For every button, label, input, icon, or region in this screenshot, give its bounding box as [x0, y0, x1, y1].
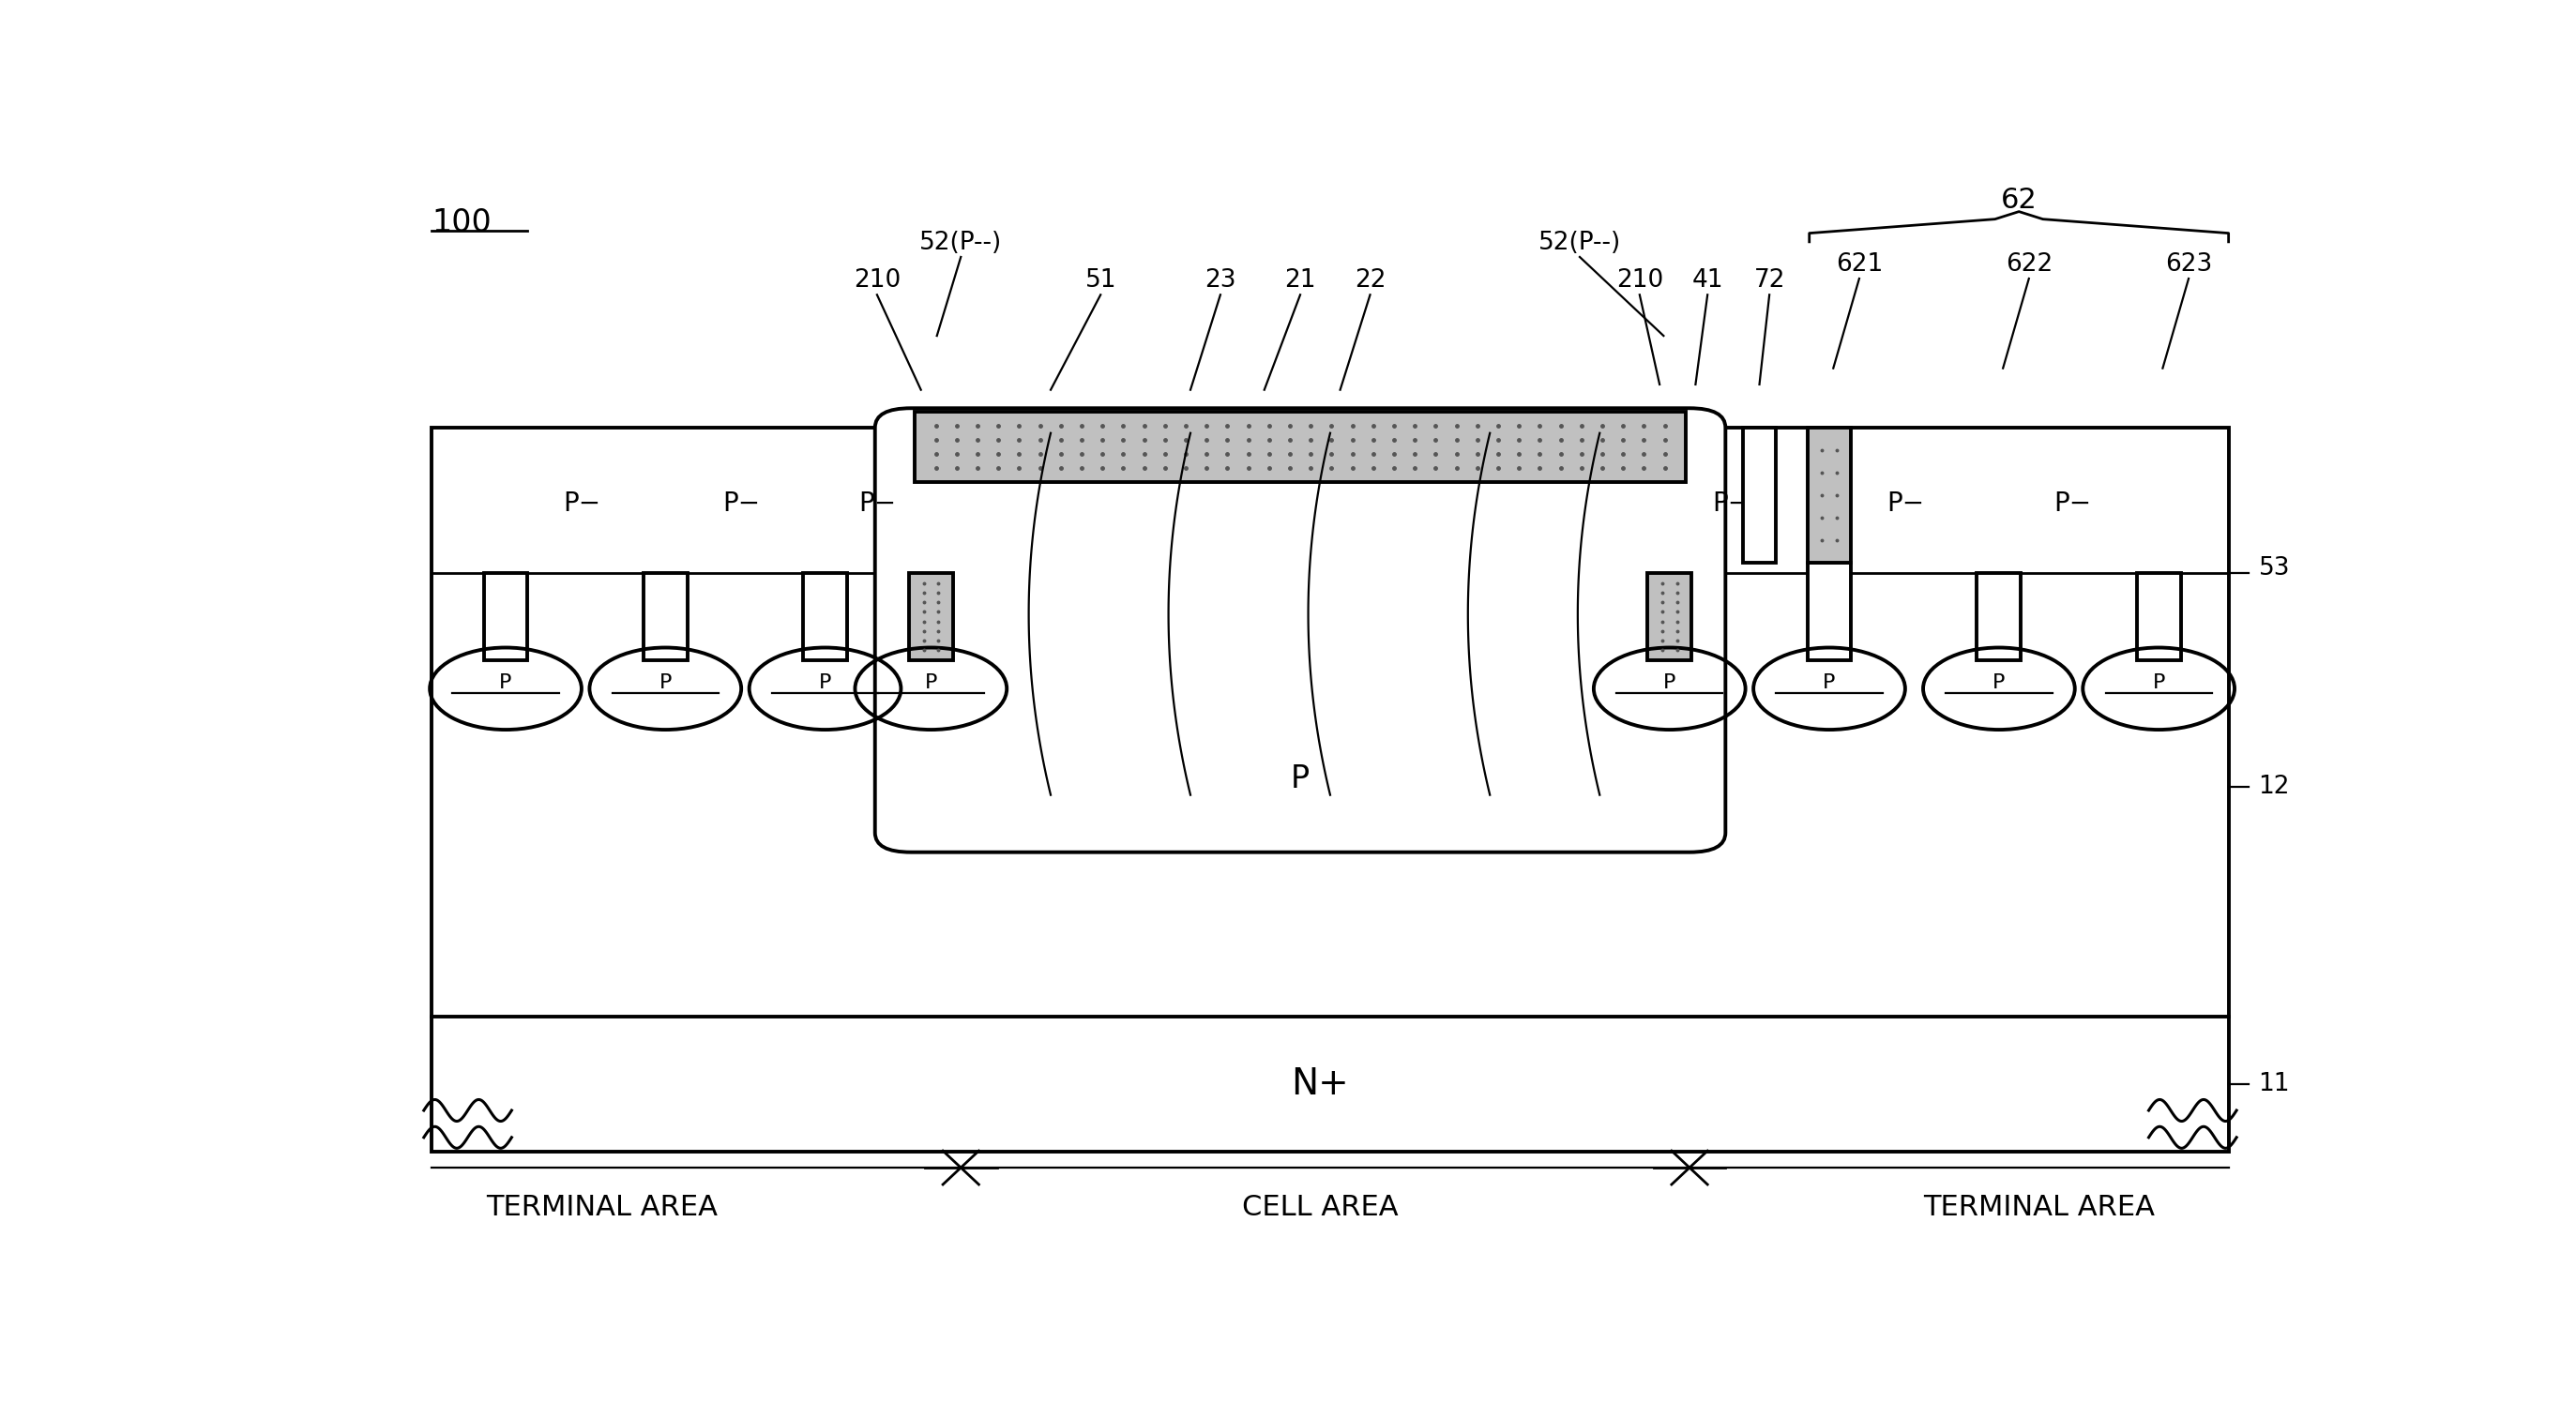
Text: P−: P− [858, 490, 896, 516]
Text: 622: 622 [2004, 253, 2053, 276]
Bar [1649, 574, 1692, 659]
Text: 210: 210 [853, 268, 902, 293]
Bar [1976, 574, 2022, 659]
Text: TERMINAL AREA: TERMINAL AREA [487, 1194, 716, 1221]
Text: 53: 53 [2259, 556, 2290, 581]
Bar [1808, 563, 1852, 659]
Text: 621: 621 [1837, 253, 1883, 276]
Text: TERMINAL AREA: TERMINAL AREA [1924, 1194, 2154, 1221]
Text: P−: P− [1713, 490, 1749, 516]
Text: 11: 11 [2259, 1072, 2290, 1096]
Bar [484, 574, 528, 659]
Text: 72: 72 [1754, 268, 1785, 293]
Bar [909, 574, 953, 659]
Text: 22: 22 [1355, 268, 1386, 293]
Bar [2136, 574, 2182, 659]
Text: 62: 62 [2002, 187, 2038, 213]
Text: 52(P--): 52(P--) [1538, 230, 1620, 255]
Text: 100: 100 [433, 206, 492, 239]
Text: 23: 23 [1206, 268, 1236, 293]
Text: P: P [659, 673, 672, 692]
Text: P−: P− [1886, 490, 1924, 516]
Text: P: P [1664, 673, 1677, 692]
Text: P: P [2154, 673, 2164, 692]
Text: 12: 12 [2259, 774, 2290, 800]
FancyBboxPatch shape [876, 408, 1726, 852]
Bar [644, 574, 688, 659]
Text: P−: P− [2053, 490, 2092, 516]
Text: 210: 210 [1615, 268, 1664, 293]
Text: CELL AREA: CELL AREA [1242, 1194, 1399, 1221]
Text: 51: 51 [1084, 268, 1115, 293]
Text: 52(P--): 52(P--) [920, 230, 1002, 255]
Bar [804, 574, 848, 659]
Text: P−: P− [562, 490, 600, 516]
Bar [1744, 428, 1775, 563]
Bar [433, 428, 2228, 1152]
Text: 41: 41 [1692, 268, 1723, 293]
Text: 21: 21 [1285, 268, 1316, 293]
Text: P: P [1824, 673, 1837, 692]
Bar [1808, 428, 1852, 563]
Text: P: P [1291, 763, 1309, 794]
Text: P: P [925, 673, 938, 692]
Text: P: P [819, 673, 832, 692]
Text: P: P [1994, 673, 2004, 692]
Text: P: P [500, 673, 513, 692]
Text: P−: P− [721, 490, 760, 516]
Text: 623: 623 [2164, 253, 2213, 276]
Text: N+: N+ [1291, 1066, 1350, 1101]
Text: N−: N− [1291, 780, 1350, 815]
Bar [914, 411, 1685, 481]
